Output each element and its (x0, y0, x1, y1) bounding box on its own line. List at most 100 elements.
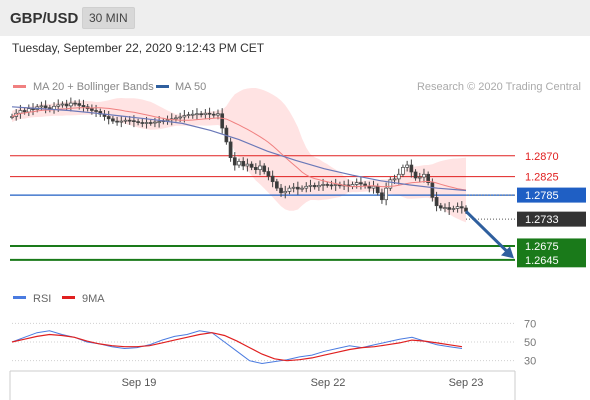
candle-body (304, 185, 309, 189)
candle-body (111, 118, 115, 122)
candle-body (434, 197, 439, 207)
candle-body (388, 179, 393, 189)
x-tick-label: Sep 22 (311, 377, 346, 389)
candle-body (375, 185, 380, 194)
candle-body (325, 184, 330, 186)
chart-panel: Tuesday, September 22, 2020 9:12:43 PM C… (0, 36, 590, 400)
candle-body (438, 205, 443, 209)
candle-body (380, 192, 384, 201)
candle-body (157, 121, 161, 123)
rsi-ma-legend-swatch (62, 296, 75, 299)
candle-body (39, 105, 44, 108)
level-label-1.2870: 1.2870 (525, 151, 559, 163)
candle-body (127, 119, 132, 122)
candle-body (266, 171, 271, 177)
ma20-legend-label: MA 20 + Bollinger Bands (33, 81, 154, 93)
candle-body (417, 176, 422, 179)
rsi-tick-label: 50 (524, 337, 536, 349)
candle-body (216, 113, 220, 116)
candle-body (207, 112, 212, 115)
candle-body (140, 122, 145, 124)
level-tag-1.2785 (517, 187, 586, 203)
candle-body (409, 164, 414, 173)
candle-body (186, 114, 191, 116)
ma20-legend-swatch (13, 85, 26, 88)
rsi-tick-label: 30 (524, 356, 536, 368)
level-label-1.2645: 1.2645 (525, 255, 559, 267)
interval-button[interactable]: 30 MIN (82, 7, 135, 29)
candle-body (321, 184, 325, 186)
forecast-arrow-head (501, 246, 514, 259)
level-tag-1.2675 (517, 238, 586, 254)
candle-body (359, 182, 363, 185)
candle-body (60, 103, 65, 106)
candle-body (119, 120, 124, 123)
candle-body (26, 108, 31, 113)
candle-body (291, 186, 296, 189)
level-label-1.2733: 1.2733 (525, 214, 559, 226)
candle-body (258, 165, 262, 171)
candle-body (81, 105, 86, 108)
candle-body (296, 186, 300, 190)
candle-body (153, 121, 157, 124)
candle-body (329, 184, 334, 187)
candle-body (245, 163, 250, 167)
candle-body (459, 206, 464, 209)
candle-body (405, 164, 409, 168)
x-tick-label: Sep 19 (122, 377, 157, 389)
candle-body (447, 207, 452, 210)
level-label-1.2675: 1.2675 (525, 241, 559, 253)
x-tick-label: Sep 23 (449, 377, 484, 389)
candle-body (262, 165, 267, 172)
credit-text: Research © 2020 Trading Central (417, 81, 581, 93)
candle-body (69, 102, 73, 107)
candle-body (115, 120, 119, 123)
rsi-ma-legend-label: 9MA (82, 293, 105, 305)
ma20-line (11, 107, 467, 191)
candle-body (317, 185, 321, 188)
candle-body (422, 173, 426, 178)
candle-body (443, 207, 447, 209)
candle-body (43, 105, 48, 109)
candle-body (300, 187, 304, 190)
candle-body (178, 116, 182, 119)
candle-body (249, 163, 254, 168)
candle-body (190, 113, 195, 116)
candle-body (413, 171, 418, 179)
forecast-arrow (464, 210, 510, 254)
candle-body (144, 122, 149, 124)
candle-body (237, 160, 241, 166)
datetime-label: Tuesday, September 22, 2020 9:12:43 PM C… (12, 41, 265, 55)
candle-body (106, 116, 111, 120)
candle-body (354, 182, 359, 185)
level-label-1.2825: 1.2825 (525, 172, 559, 184)
candle-body (430, 182, 435, 198)
candle-body (132, 120, 136, 123)
level-tag-1.2733 (517, 211, 586, 227)
candle-body (199, 113, 204, 116)
candle-body (232, 157, 237, 166)
rsi-legend-label: RSI (33, 293, 51, 305)
candle-body (174, 117, 178, 120)
level-tag-1.2645 (517, 252, 586, 268)
price-plot: 1.2870 1.2825 1.2785 1.2733 1.2675 1.2645 (10, 88, 586, 268)
rsi-line (11, 330, 463, 365)
candle-body (10, 116, 14, 118)
rsi-legend-swatch (13, 296, 26, 299)
x-axis: Sep 19 Sep 22 Sep 23 (9, 370, 516, 400)
candle-body (56, 104, 61, 107)
symbol-title: GBP/USD (10, 10, 79, 27)
candle-body (73, 102, 77, 105)
chart-canvas[interactable]: MA 20 + Bollinger Bands MA 50 Research ©… (0, 36, 590, 400)
candle-body (384, 187, 388, 201)
candle-body (182, 115, 187, 118)
candle-body (396, 173, 401, 180)
rsi-tick-label: 70 (524, 318, 536, 330)
candle-body (308, 185, 313, 187)
candle-body (312, 185, 317, 188)
candle-body (22, 110, 27, 113)
candle-body (371, 185, 376, 189)
candle-body (279, 187, 283, 194)
candle-body (228, 141, 233, 158)
candle-body (220, 113, 225, 129)
